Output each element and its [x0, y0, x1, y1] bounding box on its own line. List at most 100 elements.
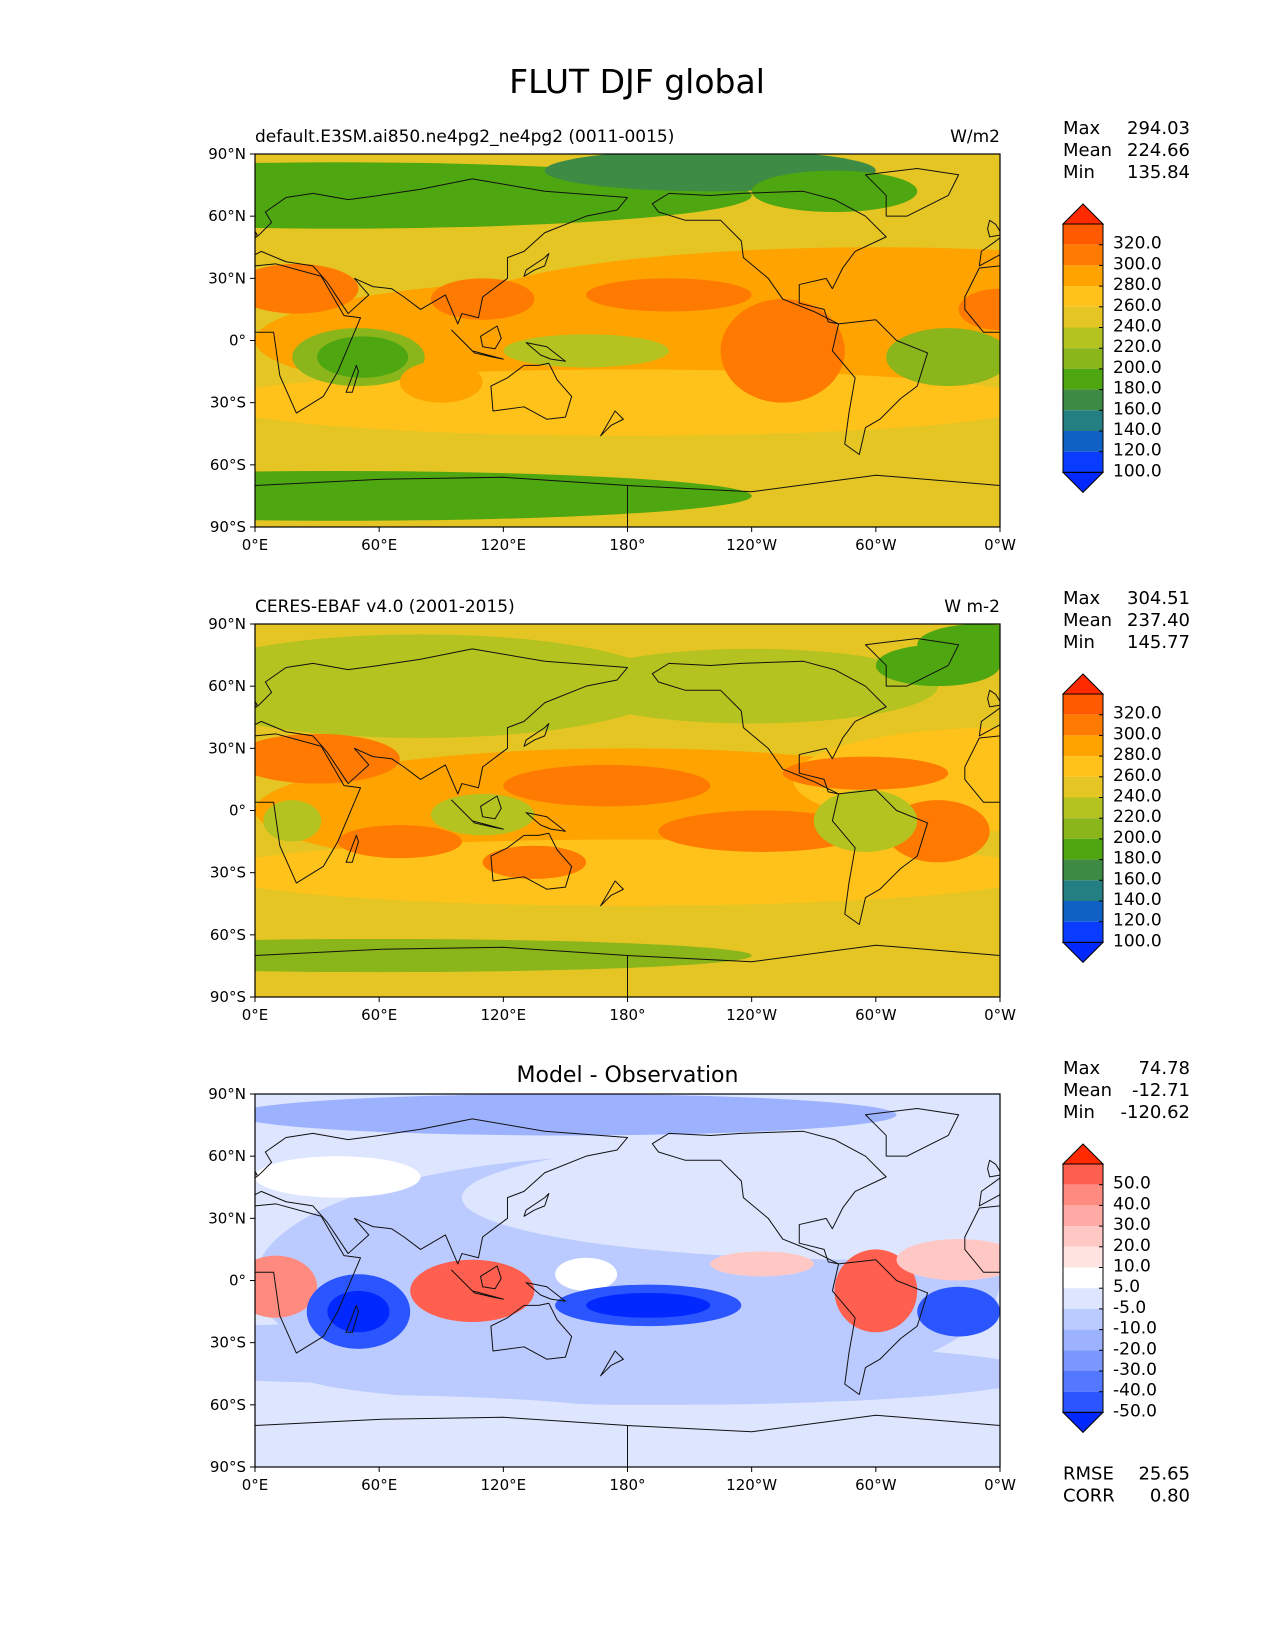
coastline-greenland: [120, 639, 213, 687]
colorbar-segment: [1063, 776, 1103, 798]
field-contour: [462, 1135, 1000, 1260]
colorbar-label: 300.0: [1113, 724, 1162, 744]
coastline-antarctica: [255, 1416, 628, 1467]
colorbar-label: 320.0: [1113, 234, 1162, 254]
colorbar-segment: [1063, 410, 1103, 431]
colorbar-label: 140.0: [1113, 890, 1162, 910]
colorbar-segment: [1063, 265, 1103, 287]
coastline-newzealand: [600, 880, 624, 907]
x-tick-label: 120°W: [726, 1006, 777, 1024]
colorbar-segment: [1063, 327, 1103, 349]
colorbar: 320.0300.0280.0260.0240.0220.0200.0180.0…: [1061, 673, 1162, 964]
x-tick-label: 0°W: [984, 1476, 1016, 1494]
coastline-newzealand: [600, 410, 624, 437]
y-tick-label: 30°N: [208, 1209, 246, 1227]
field-contour: [255, 1156, 421, 1198]
field-contour: [751, 170, 918, 213]
colorbar-label: 10.0: [1113, 1257, 1151, 1277]
coastline-newguinea: [525, 812, 566, 832]
colorbar-label: 100.0: [1113, 461, 1162, 481]
field-contour: [886, 328, 1000, 387]
colorbar-segment: [1063, 1391, 1103, 1413]
field-contour: [255, 648, 380, 724]
coastline-britain: [987, 219, 1000, 238]
coastline-africa: [255, 1203, 362, 1354]
coastline-australia: [490, 1302, 573, 1360]
y-tick-label: 90°N: [208, 1085, 246, 1103]
colorbar-label: 160.0: [1113, 399, 1162, 419]
colorbar-segment: [1063, 797, 1103, 819]
y-tick-label: 90°N: [208, 615, 246, 633]
field-contour: [255, 938, 752, 973]
stat-mean-value: -12.71: [1132, 1080, 1190, 1101]
colorbar-segment: [1063, 1371, 1103, 1392]
coastline-britain: [987, 1159, 1000, 1178]
y-tick-label: 0°: [229, 1272, 246, 1290]
coastline-madagascar: [345, 834, 359, 863]
coastline-borneo: [480, 325, 502, 350]
coastline-antarctica: [255, 476, 628, 527]
stat-mean-label: Mean: [1063, 1080, 1112, 1101]
coastline-namerica: [651, 1130, 887, 1265]
rmse-label: RMSE: [1063, 1463, 1114, 1484]
colorbar-label: 280.0: [1113, 275, 1162, 295]
colorbar-segment: [1063, 1184, 1103, 1206]
colorbar-segment: [1063, 1267, 1103, 1289]
colorbar-segment: [1063, 1288, 1103, 1309]
colorbar-segment: [1063, 368, 1103, 390]
colorbar-label: -5.0: [1113, 1298, 1146, 1318]
rmse-value: 25.65: [1138, 1463, 1190, 1484]
stat-max-value: 304.51: [1127, 588, 1190, 609]
y-tick-label: 90°S: [210, 1458, 246, 1476]
field-contour: [710, 1251, 814, 1277]
y-tick-label: 0°: [229, 802, 246, 820]
field-contour: [565, 648, 938, 724]
colorbar-segment: [1063, 859, 1103, 881]
colorbar-label: 30.0: [1113, 1215, 1151, 1235]
coastline-japan: [523, 1192, 550, 1217]
y-tick-label: 90°N: [208, 145, 246, 163]
coastline-namerica: [651, 660, 887, 795]
corr-label: CORR: [1063, 1485, 1115, 1506]
coastline-africa: [255, 263, 362, 414]
coastline-namerica: [0, 661, 141, 794]
x-tick-label: 0°W: [984, 536, 1016, 554]
coastline-borneo: [1226, 1266, 1247, 1289]
colorbar-segment: [1063, 714, 1103, 736]
coastline-africa: [964, 1205, 1000, 1273]
colorbar-label: 280.0: [1113, 745, 1162, 765]
field-contour: [555, 1257, 618, 1291]
colorbar-max-extend: [1061, 1143, 1105, 1165]
x-tick-label: 60°E: [361, 1476, 397, 1494]
panel-diff: 0°E 60°E 120°E 180° 120°W 60°W 0°W 90°N 60°N 30°N…: [208, 1058, 1247, 1506]
colorbar-label: 40.0: [1113, 1194, 1151, 1214]
field-contour: [399, 361, 483, 403]
coastline-australia: [1236, 363, 1275, 419]
colorbar-segment: [1063, 880, 1103, 901]
stat-min-value: -120.62: [1121, 1102, 1190, 1123]
panels: 0°E 60°E 120°E 180° 120°W 60°W 0°W 90°N 60°N 30°N…: [0, 118, 1275, 1506]
y-tick-label: 30°N: [208, 739, 246, 757]
field-contour: [586, 1292, 711, 1318]
coastline-japan: [1269, 723, 1275, 746]
map-field: [255, 1094, 1247, 1467]
x-tick-label: 120°W: [726, 536, 777, 554]
stat-min-value: 135.84: [1127, 162, 1190, 183]
x-tick-label: 120°E: [481, 536, 527, 554]
stat-max-label: Max: [1063, 1058, 1101, 1079]
coastline-eurasia: [255, 648, 628, 795]
coastline-borneo: [1226, 326, 1247, 349]
map-field: [0, 624, 1275, 997]
panel-center-title: Model - Observation: [517, 1063, 739, 1088]
stat-mean-label: Mean: [1063, 140, 1112, 161]
coastline-newzealand: [600, 1350, 624, 1377]
coastline-antarctica: [627, 1414, 1000, 1467]
colorbar-segment: [1063, 818, 1103, 839]
field-contour: [503, 334, 669, 368]
coastline-namerica: [0, 191, 141, 324]
coastline-borneo: [480, 1265, 502, 1290]
colorbar-segment: [1063, 1226, 1103, 1247]
x-tick-label: 60°E: [361, 1006, 397, 1024]
x-tick-label: 0°E: [242, 536, 269, 554]
colorbar-label: -20.0: [1113, 1339, 1157, 1359]
